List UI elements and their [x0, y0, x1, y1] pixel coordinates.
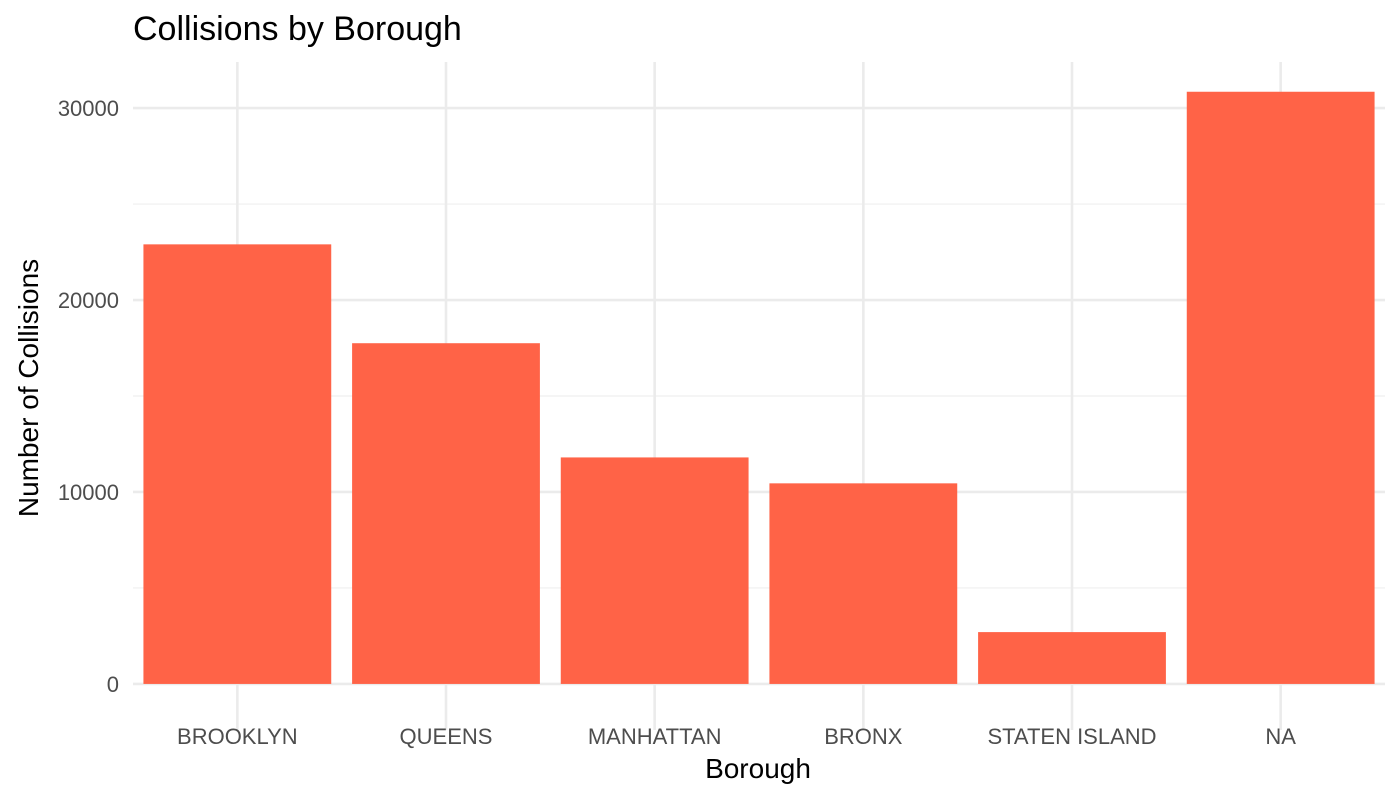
bar-bronx	[769, 483, 958, 684]
bar-brooklyn	[143, 244, 332, 684]
bar-na	[1186, 91, 1375, 684]
y-axis-ticks: 0 10000 20000 30000	[58, 96, 119, 697]
x-tick-label: MANHATTAN	[588, 724, 722, 749]
y-axis-title: Number of Collisions	[13, 259, 44, 517]
y-tick-label: 10000	[58, 480, 119, 505]
bar-manhattan	[560, 457, 749, 684]
y-tick-label: 0	[107, 672, 119, 697]
x-tick-label: STATEN ISLAND	[987, 724, 1156, 749]
chart-title: Collisions by Borough	[133, 10, 462, 48]
y-tick-label: 20000	[58, 288, 119, 313]
x-tick-label: BRONX	[824, 724, 903, 749]
y-tick-label: 30000	[58, 96, 119, 121]
bar-staten-island	[978, 632, 1166, 684]
x-tick-label: BROOKLYN	[177, 724, 298, 749]
x-axis-title: Borough	[705, 753, 811, 784]
x-tick-label: QUEENS	[400, 724, 493, 749]
bars	[143, 91, 1375, 684]
x-tick-label: NA	[1265, 724, 1296, 749]
bar-queens	[352, 343, 540, 684]
x-axis-ticks: BROOKLYN QUEENS MANHATTAN BRONX STATEN ISLAN…	[177, 724, 1296, 749]
